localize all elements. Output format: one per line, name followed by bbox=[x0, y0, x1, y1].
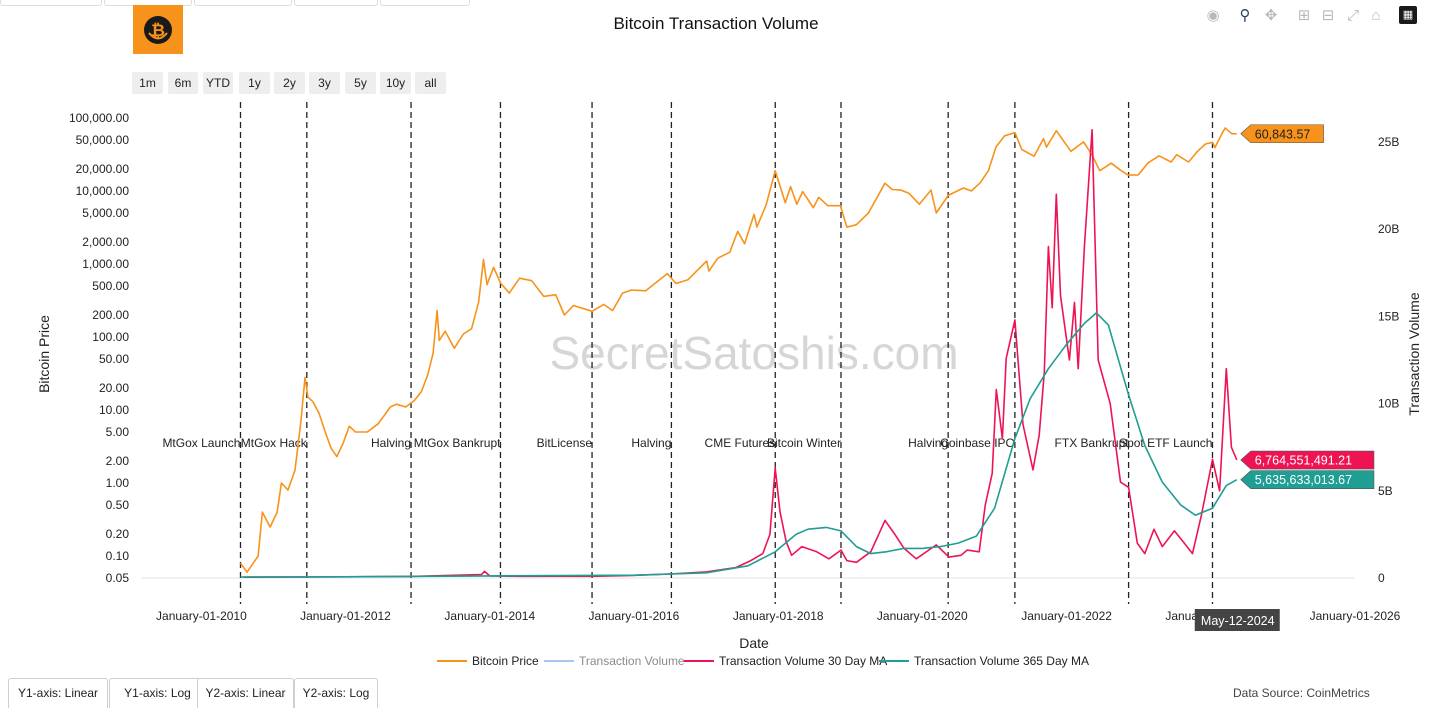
hover-date-label: May-12-2024 bbox=[1201, 614, 1275, 628]
x-tick-label: January-01-2022 bbox=[1021, 609, 1112, 623]
zoom-icon[interactable]: ⚲ bbox=[1239, 7, 1251, 24]
top-tab[interactable] bbox=[0, 0, 102, 6]
hover-ma30-label-box bbox=[1240, 450, 1375, 470]
y1-tick-label: 0.10 bbox=[106, 549, 130, 563]
y2-tick-label: 20B bbox=[1378, 222, 1399, 236]
y1-linear-button[interactable]: Y1-axis: Linear bbox=[8, 678, 108, 708]
y1-tick-label: 50.00 bbox=[99, 352, 129, 366]
reset-icon[interactable]: ⌂ bbox=[1371, 7, 1381, 24]
range-button-2y[interactable]: 2y bbox=[274, 72, 305, 94]
series-line-transaction-volume-30-day-ma bbox=[243, 129, 1238, 578]
event-label: CME Futures bbox=[705, 436, 776, 450]
hover-price-label: 60,843.57 bbox=[1255, 127, 1311, 141]
y1-tick-label: 5,000.00 bbox=[82, 206, 129, 220]
y1-log-button[interactable]: Y1-axis: Log bbox=[109, 678, 206, 708]
y1-tick-label: 50,000.00 bbox=[76, 133, 130, 147]
y1-tick-label: 0.50 bbox=[106, 498, 130, 512]
event-label: FTX Bankrupt bbox=[1055, 436, 1130, 450]
hover-ma30-label: 6,764,551,491.21 bbox=[1255, 454, 1352, 468]
y1-tick-label: 10,000.00 bbox=[76, 184, 130, 198]
range-button-1m[interactable]: 1m bbox=[132, 72, 163, 94]
event-label: MtGox Bankrupt bbox=[414, 436, 501, 450]
y2-tick-label: 5B bbox=[1378, 484, 1393, 498]
y1-tick-label: 0.05 bbox=[106, 571, 130, 585]
top-tab[interactable] bbox=[294, 0, 378, 6]
zoom-in-icon[interactable]: ⊞ bbox=[1297, 7, 1311, 24]
autoscale-icon[interactable]: ⤢ bbox=[1346, 7, 1359, 24]
y2-linear-button[interactable]: Y2-axis: Linear bbox=[197, 678, 294, 708]
range-button-all[interactable]: all bbox=[415, 72, 446, 94]
hover-ma365-label-box bbox=[1240, 470, 1375, 490]
y1-tick-label: 10.00 bbox=[99, 403, 129, 417]
event-label: BitLicense bbox=[537, 436, 593, 450]
bitcoin-logo-icon: ₿ bbox=[133, 5, 183, 54]
plotly-logo-icon[interactable]: ▦ bbox=[1399, 6, 1417, 24]
y1-tick-label: 1.00 bbox=[106, 476, 130, 490]
y1-tick-label: 500.00 bbox=[92, 279, 129, 293]
y2-log-button[interactable]: Y2-axis: Log bbox=[294, 678, 378, 708]
event-label: MtGox Launch bbox=[162, 436, 240, 450]
y1-tick-label: 200.00 bbox=[92, 308, 129, 322]
x-tick-label: January-01-2026 bbox=[1310, 609, 1401, 623]
event-label: Halving bbox=[371, 436, 411, 450]
y1-tick-label: 100.00 bbox=[92, 330, 129, 344]
legend-item: Bitcoin Price bbox=[472, 654, 539, 668]
data-source: Data Source: CoinMetrics bbox=[1233, 686, 1370, 700]
range-button-6m[interactable]: 6m bbox=[168, 72, 198, 94]
y1-tick-label: 20.00 bbox=[99, 381, 129, 395]
top-tab[interactable] bbox=[194, 0, 292, 6]
y2-tick-label: 25B bbox=[1378, 135, 1399, 149]
legend-item: Transaction Volume 30 Day MA bbox=[719, 654, 887, 668]
x-tick-label: January-01-2016 bbox=[589, 609, 680, 623]
y1-tick-label: 2,000.00 bbox=[82, 235, 129, 249]
y2-tick-label: 0 bbox=[1378, 571, 1385, 585]
y1-tick-label: 1,000.00 bbox=[82, 257, 129, 271]
event-label: Halving bbox=[631, 436, 671, 450]
legend-item: Transaction Volume bbox=[579, 654, 685, 668]
x-tick-label: January-01-2020 bbox=[877, 609, 968, 623]
hover-date-box bbox=[1194, 609, 1280, 631]
range-button-1y[interactable]: 1y bbox=[239, 72, 270, 94]
y2-tick-label: 15B bbox=[1378, 309, 1399, 323]
pan-icon[interactable]: ✥ bbox=[1264, 7, 1278, 24]
x-tick-label: January-01-2014 bbox=[444, 609, 535, 623]
event-label: Coinbase IPO bbox=[940, 436, 1015, 450]
x-tick-label: January-01-2010 bbox=[156, 609, 247, 623]
x-tick-label: January-01-2012 bbox=[300, 609, 391, 623]
series-line-bitcoin-price bbox=[239, 127, 1237, 573]
zoom-out-icon[interactable]: ⊟ bbox=[1321, 7, 1335, 24]
svg-text:₿: ₿ bbox=[151, 21, 165, 41]
top-tab[interactable] bbox=[380, 0, 470, 6]
event-label: Spot ETF Launch bbox=[1119, 436, 1212, 450]
event-label: Bitcoin Winter bbox=[767, 436, 841, 450]
y1-axis-title: Bitcoin Price bbox=[36, 315, 52, 393]
event-label: MtGox Hack bbox=[241, 436, 308, 450]
y1-tick-label: 5.00 bbox=[106, 425, 130, 439]
camera-icon[interactable]: ◉ bbox=[1206, 7, 1220, 24]
hover-ma365-label: 5,635,633,013.67 bbox=[1255, 473, 1352, 487]
series-line-transaction-volume-365-day-ma bbox=[240, 312, 1238, 578]
x-tick-label: January-01-2018 bbox=[733, 609, 824, 623]
watermark: SecretSatoshis.com bbox=[549, 327, 958, 379]
y2-tick-label: 10B bbox=[1378, 397, 1399, 411]
y1-tick-label: 20,000.00 bbox=[76, 162, 130, 176]
x-axis-title: Date bbox=[739, 635, 769, 651]
range-button-ytd[interactable]: YTD bbox=[203, 72, 233, 94]
event-label: Halving bbox=[908, 436, 948, 450]
range-button-10y[interactable]: 10y bbox=[380, 72, 411, 94]
y1-tick-label: 100,000.00 bbox=[69, 111, 129, 125]
y1-tick-label: 2.00 bbox=[106, 454, 130, 468]
y1-tick-label: 0.20 bbox=[106, 527, 130, 541]
legend-item: Transaction Volume 365 Day MA bbox=[914, 654, 1089, 668]
range-button-3y[interactable]: 3y bbox=[309, 72, 340, 94]
y2-axis-title: Transaction Volume bbox=[1406, 292, 1422, 415]
range-button-5y[interactable]: 5y bbox=[345, 72, 376, 94]
chart-title: Bitcoin Transaction Volume bbox=[613, 14, 819, 33]
hover-price-label-box bbox=[1240, 124, 1324, 144]
